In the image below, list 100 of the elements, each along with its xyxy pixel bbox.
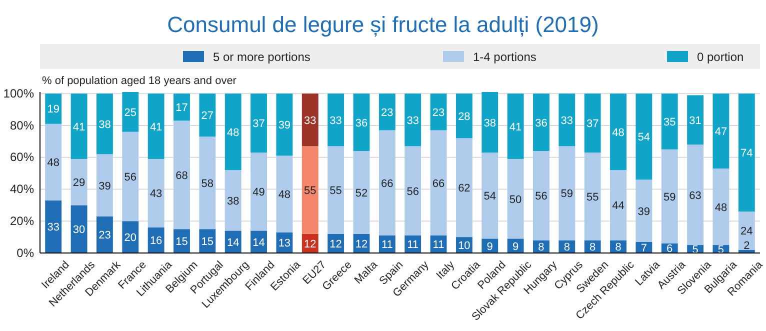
bar <box>533 150 550 240</box>
bar <box>328 146 344 234</box>
data-label: 25 <box>124 106 137 119</box>
y-tick-label: 100% <box>3 86 34 100</box>
bar <box>302 146 318 234</box>
data-label: 11 <box>432 239 444 252</box>
bar <box>250 152 267 231</box>
bar <box>430 94 447 130</box>
data-label: 8 <box>564 242 570 254</box>
data-label: 15 <box>201 236 214 248</box>
data-label: 33 <box>560 114 574 127</box>
y-tick-label: 20% <box>10 214 34 228</box>
bar <box>404 146 422 236</box>
bar <box>353 150 370 234</box>
data-label: 13 <box>278 238 291 250</box>
data-label: 8 <box>538 242 544 254</box>
bar <box>610 170 626 240</box>
data-label: 56 <box>535 190 548 203</box>
data-label: 19 <box>47 104 60 116</box>
bar <box>70 94 88 159</box>
data-label: 16 <box>150 235 162 248</box>
bar <box>96 94 113 154</box>
data-label: 9 <box>512 240 519 253</box>
bar <box>636 94 652 180</box>
bar <box>712 94 730 169</box>
data-label: 33 <box>47 222 60 234</box>
bar <box>122 132 139 222</box>
data-label: 58 <box>201 178 214 190</box>
bar <box>558 146 576 240</box>
bar <box>456 138 472 238</box>
data-label: 44 <box>612 200 624 212</box>
bar <box>482 152 498 239</box>
bar <box>45 124 62 200</box>
bar <box>558 94 576 146</box>
data-label: 48 <box>612 126 624 139</box>
bar <box>456 94 472 138</box>
data-label: 59 <box>560 188 574 200</box>
data-label: 50 <box>509 194 522 206</box>
data-label: 56 <box>406 186 419 198</box>
data-label: 15 <box>176 236 188 248</box>
data-label: 28 <box>458 110 470 123</box>
data-label: 31 <box>689 114 702 127</box>
bar <box>738 94 755 212</box>
data-label: 52 <box>355 187 368 200</box>
bar <box>45 200 62 253</box>
data-label: 48 <box>714 202 728 214</box>
bar <box>533 94 550 151</box>
data-label: 38 <box>98 118 111 131</box>
data-label: 48 <box>47 157 60 170</box>
data-label: 29 <box>72 177 86 190</box>
data-label: 38 <box>484 117 496 130</box>
bar <box>404 94 422 146</box>
bar <box>353 94 370 151</box>
data-label: 43 <box>150 188 162 200</box>
bar <box>584 152 601 240</box>
bar <box>276 94 293 156</box>
bar <box>174 120 190 230</box>
data-label: 7 <box>640 242 647 254</box>
data-label: 17 <box>176 102 188 114</box>
bar <box>584 94 601 153</box>
data-label: 27 <box>201 110 214 122</box>
data-label: 62 <box>458 182 470 195</box>
bar <box>96 154 113 216</box>
bar <box>148 158 164 228</box>
data-label: 54 <box>484 190 496 203</box>
bar <box>96 216 113 253</box>
data-label: 54 <box>638 132 650 144</box>
data-label: 12 <box>355 238 368 250</box>
data-label: 74 <box>740 148 753 160</box>
bar <box>661 149 678 244</box>
data-label: 14 <box>252 236 265 249</box>
y-tick-label: 60% <box>10 150 34 164</box>
legend-label: 1-4 portions <box>473 50 536 64</box>
legend-label: 5 or more portions <box>213 50 310 64</box>
data-label: 2 <box>744 240 750 252</box>
bar <box>687 95 704 145</box>
bar <box>378 94 396 130</box>
bar <box>738 212 755 250</box>
data-label: 63 <box>689 190 702 202</box>
data-label: 37 <box>586 118 599 130</box>
bar <box>661 94 678 150</box>
y-tick-label: 40% <box>10 182 34 196</box>
bar <box>148 94 164 159</box>
data-label: 14 <box>226 236 240 249</box>
data-label: 37 <box>252 118 265 130</box>
data-label: 38 <box>226 195 240 208</box>
data-label: 23 <box>432 106 445 119</box>
bar <box>507 158 524 239</box>
data-label: 33 <box>304 114 316 127</box>
data-label: 41 <box>72 121 86 134</box>
bar <box>199 94 216 137</box>
bar <box>45 94 62 124</box>
bar <box>482 92 498 153</box>
bar <box>712 168 730 246</box>
bar <box>70 158 88 206</box>
x-tick-label: Italy <box>434 258 458 282</box>
data-label: 33 <box>406 114 419 127</box>
data-label: 11 <box>381 239 393 252</box>
bar <box>122 221 139 253</box>
data-label: 36 <box>535 117 548 130</box>
